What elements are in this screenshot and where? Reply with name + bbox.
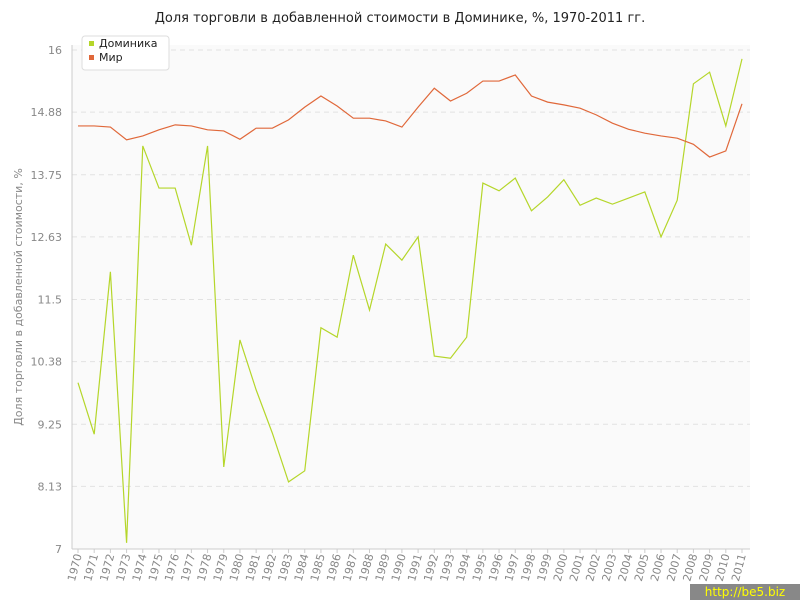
legend-label: Мир [99, 51, 123, 64]
legend-label: Доминика [99, 37, 158, 50]
y-tick-label: 9.25 [38, 418, 63, 431]
series-line [77, 58, 743, 543]
y-tick-label: 10.38 [31, 356, 63, 369]
y-tick-label: 7 [55, 543, 62, 556]
y-tick-label: 12.63 [31, 231, 63, 244]
y-axis-label: Доля торговли в добавленной стоимости, % [12, 168, 25, 426]
watermark-bg [690, 584, 800, 600]
y-tick-label: 13.75 [31, 169, 63, 182]
y-tick-label: 8.13 [38, 480, 63, 493]
watermark: http://be5.biz [705, 585, 785, 599]
chart-title: Доля торговли в добавленной стоимости в … [155, 11, 646, 26]
series-line [78, 74, 743, 158]
y-tick-label: 14.88 [31, 106, 63, 119]
legend-swatch [89, 55, 94, 60]
y-tick-label: 11.5 [38, 294, 63, 307]
y-tick-label: 16 [48, 44, 62, 57]
plot-area [72, 45, 750, 549]
legend-box [81, 35, 170, 71]
legend-swatch [89, 41, 94, 46]
